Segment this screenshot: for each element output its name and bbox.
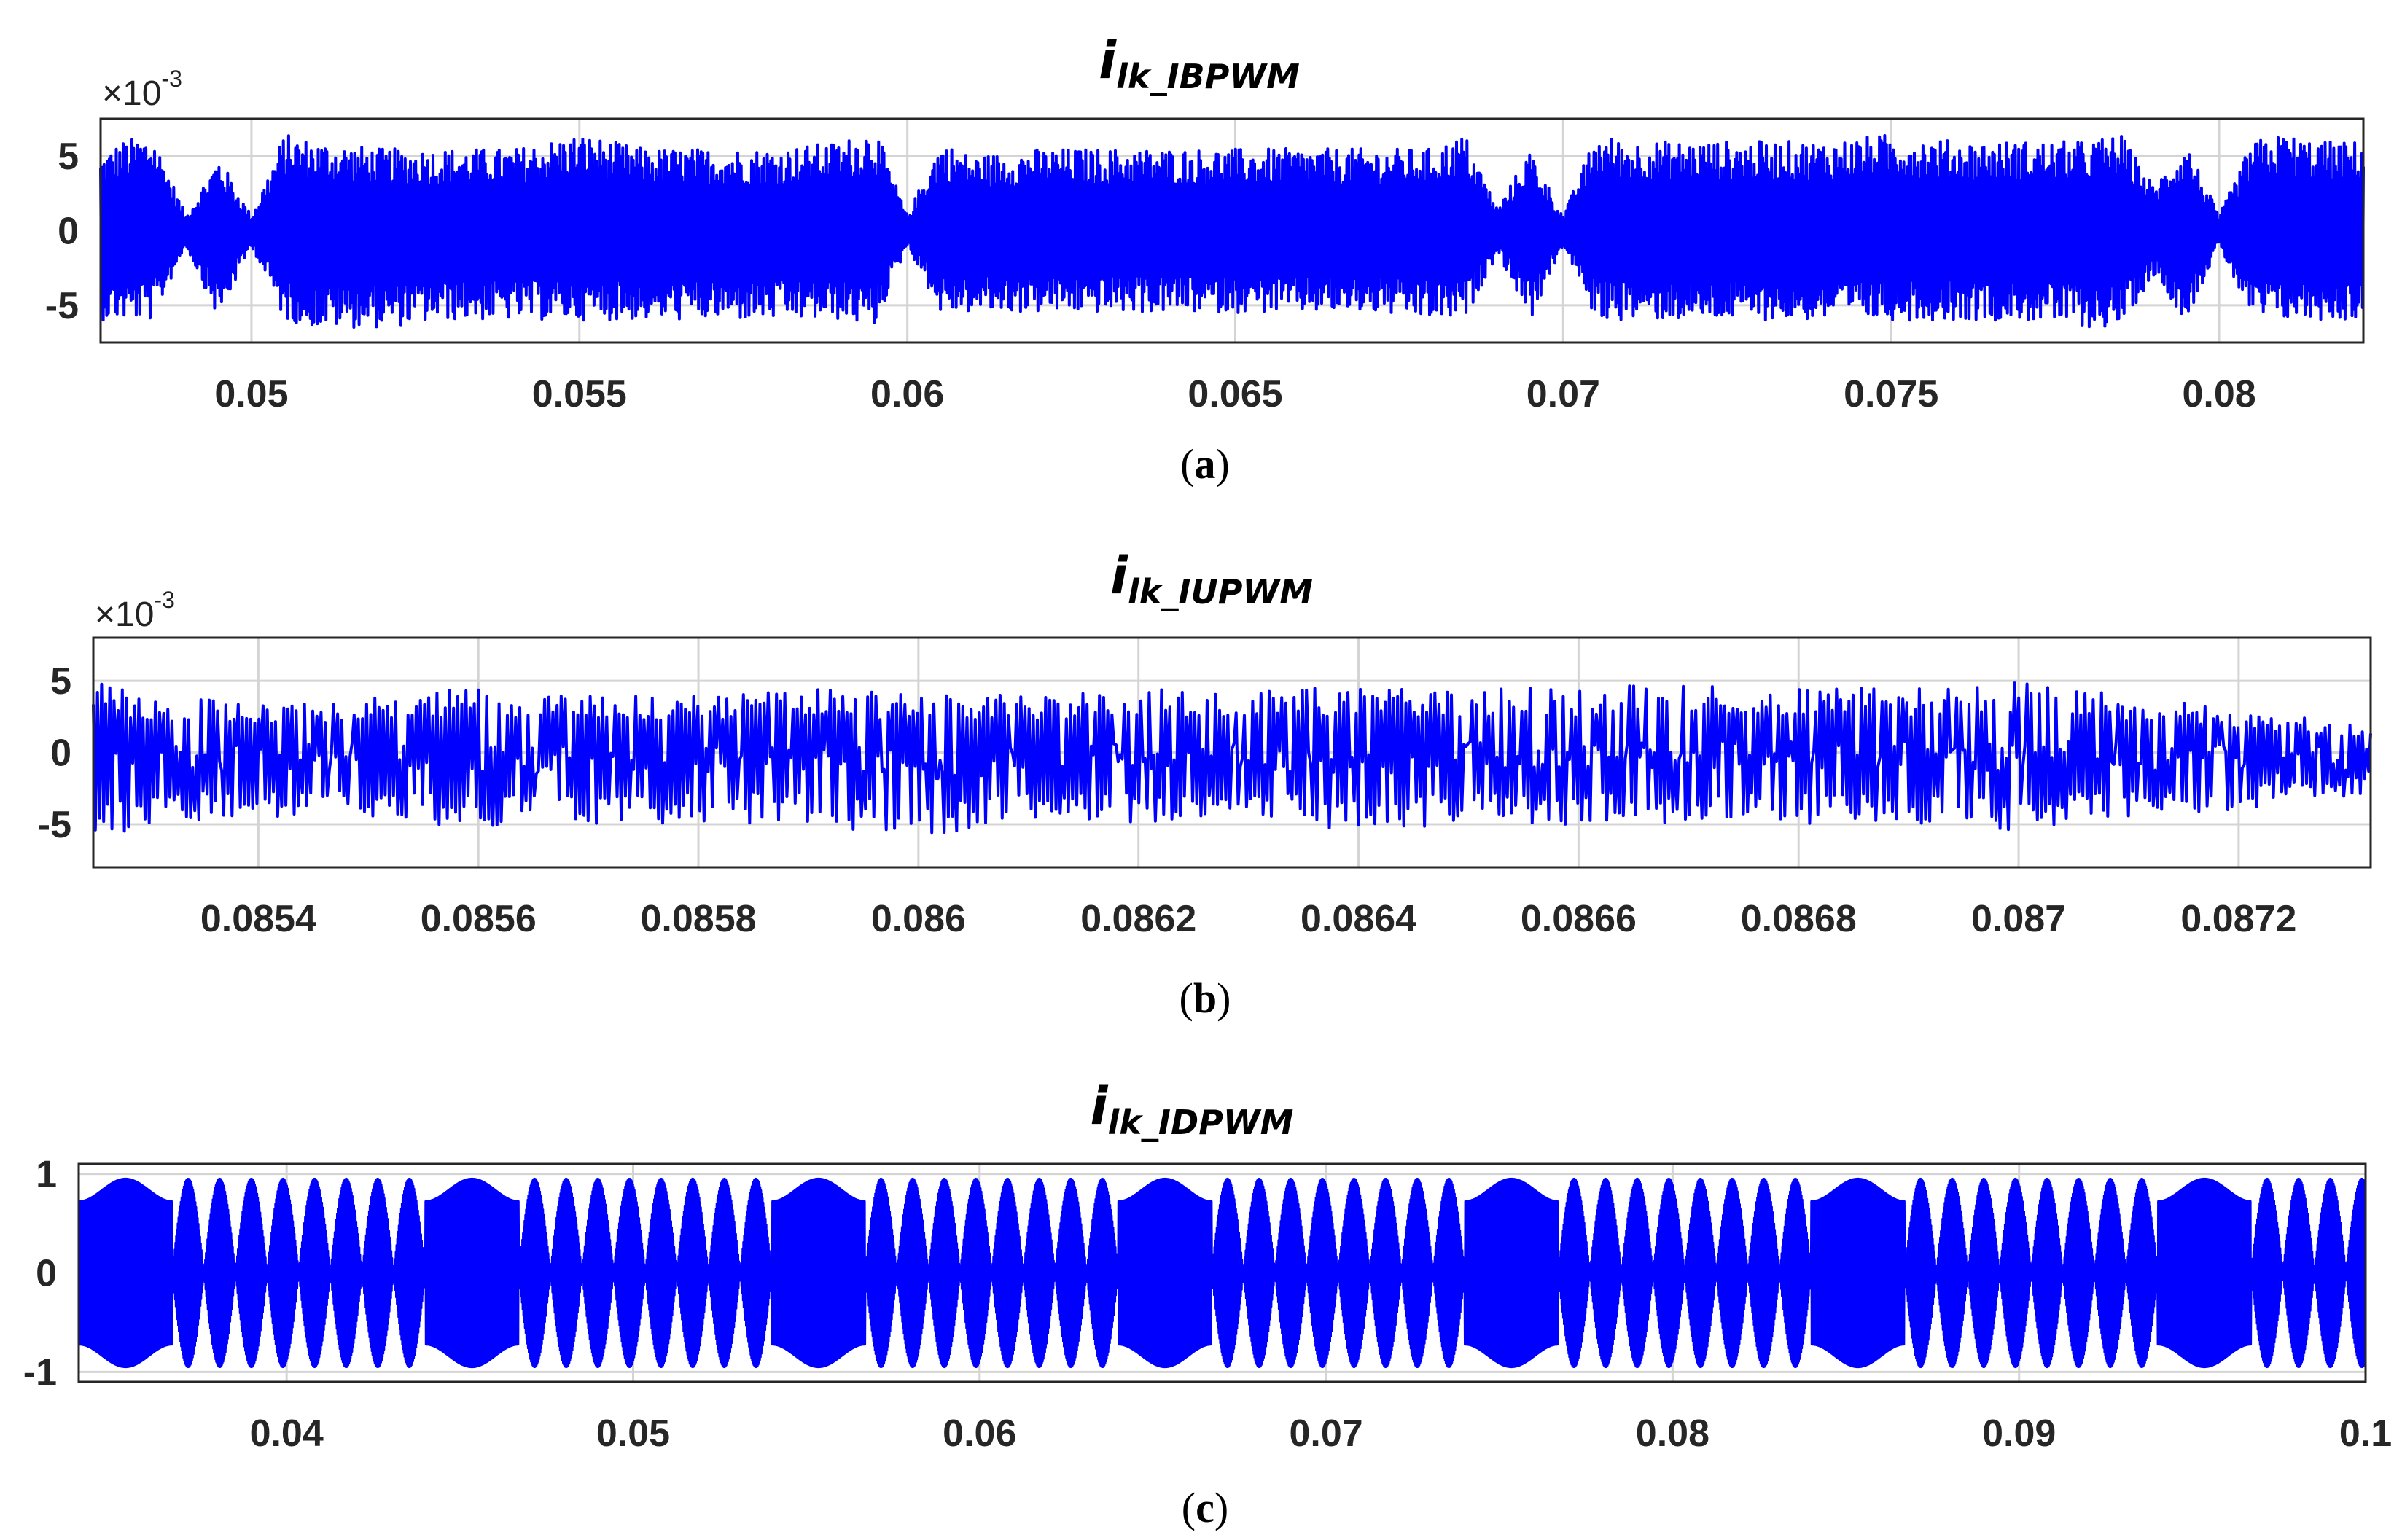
panel-c-series-line (77, 1177, 2367, 1369)
panel-c-xtick-label-6: 0.1 (2339, 1412, 2392, 1455)
panel-c-xtick-label-5: 0.09 (1982, 1412, 2056, 1455)
panel-b-caption-letter: b (1193, 974, 1217, 1022)
panel-b-ytick-label-2: -5 (38, 804, 71, 846)
panel-c-title: ilk_IDPWM (1091, 1081, 1294, 1139)
panel-c-xtick-label-0: 0.04 (250, 1412, 324, 1455)
panel-a-title-sub: lk_IBPWM (1116, 57, 1300, 96)
panel-b-exponent-base: ×10 (95, 595, 155, 634)
panel-b-xtick-label-5: 0.0864 (1301, 898, 1416, 940)
panel-a-xtick-label-4: 0.07 (1527, 373, 1600, 415)
panel-a-series-line (99, 134, 2365, 329)
panel-a-title: ilk_IBPWM (1099, 35, 1300, 93)
panel-b-ytick-label-1: 0 (50, 732, 71, 775)
panel-a-xtick-label-2: 0.06 (870, 373, 944, 415)
panel-a-ytick-label-1: 0 (58, 211, 79, 253)
panel-b-xtick-label-6: 0.0866 (1521, 898, 1637, 940)
panel-a-exponent: ×10-3 (102, 67, 182, 113)
panel-a-caption: (a) (1180, 443, 1230, 485)
panel-b-xtick-label-0: 0.0854 (200, 898, 316, 940)
panel-b-exponent: ×10-3 (95, 588, 175, 634)
panel-b-series-line (92, 681, 2372, 835)
panel-a-ytick-label-0: 5 (58, 136, 79, 178)
panel-c-caption-letter: c (1196, 1484, 1214, 1531)
panel-a-axes-box (99, 117, 2365, 344)
panel-c-caption-close: ) (1214, 1484, 1229, 1531)
panel-c-xtick-label-2: 0.06 (943, 1412, 1016, 1455)
panel-c-caption: (c) (1182, 1487, 1228, 1529)
panel-c-axes-box (77, 1162, 2367, 1383)
panel-b-caption-close: ) (1217, 974, 1231, 1022)
panel-b-title-main: i (1110, 546, 1128, 606)
panel-c-ytick-label-1: 0 (36, 1253, 57, 1295)
panel-c-title-main: i (1090, 1076, 1108, 1136)
panel-a-caption-close: ) (1215, 440, 1230, 488)
panel-a-ytick-label-2: -5 (45, 285, 79, 327)
panel-b-xtick-label-8: 0.087 (1971, 898, 2066, 940)
panel-b-axes-box (92, 636, 2372, 869)
panel-a-xtick-label-6: 0.08 (2182, 373, 2255, 415)
panel-b-title: ilk_IUPWM (1110, 550, 1313, 609)
panel-a-xtick-label-5: 0.075 (1844, 373, 1938, 415)
panel-b-xtick-label-7: 0.0868 (1741, 898, 1857, 940)
panel-b-caption-open: ( (1179, 974, 1193, 1022)
panel-b-title-sub: lk_IUPWM (1127, 572, 1314, 611)
panel-c-xtick-label-1: 0.05 (596, 1412, 670, 1455)
panel-a-caption-open: ( (1180, 440, 1195, 488)
panel-b-xtick-label-2: 0.0858 (641, 898, 757, 940)
panel-b-xtick-label-9: 0.0872 (2180, 898, 2296, 940)
panel-c-xtick-label-3: 0.07 (1289, 1412, 1362, 1455)
panel-b-caption: (b) (1180, 977, 1231, 1020)
panel-a-xtick-label-1: 0.055 (532, 373, 627, 415)
panel-c-caption-open: ( (1181, 1484, 1196, 1531)
panel-a-exponent-power: -3 (161, 66, 182, 92)
panel-b-ytick-label-0: 5 (50, 660, 71, 703)
panel-a-xtick-label-3: 0.065 (1188, 373, 1282, 415)
panel-b-xtick-label-4: 0.0862 (1080, 898, 1196, 940)
panel-c-title-sub: lk_IDPWM (1107, 1103, 1294, 1142)
panel-b-xtick-label-1: 0.0856 (421, 898, 537, 940)
panel-c-xtick-label-4: 0.08 (1636, 1412, 1709, 1455)
panel-a-caption-letter: a (1194, 440, 1216, 488)
panel-b-exponent-power: -3 (154, 587, 175, 613)
panel-c-ytick-label-0: 1 (36, 1154, 57, 1196)
panel-a-exponent-base: ×10 (102, 74, 162, 113)
panel-c-ytick-label-2: -1 (23, 1351, 57, 1394)
panel-a-xtick-label-0: 0.05 (214, 373, 288, 415)
panel-b-xtick-label-3: 0.086 (871, 898, 966, 940)
panel-a-title-main: i (1099, 31, 1117, 90)
